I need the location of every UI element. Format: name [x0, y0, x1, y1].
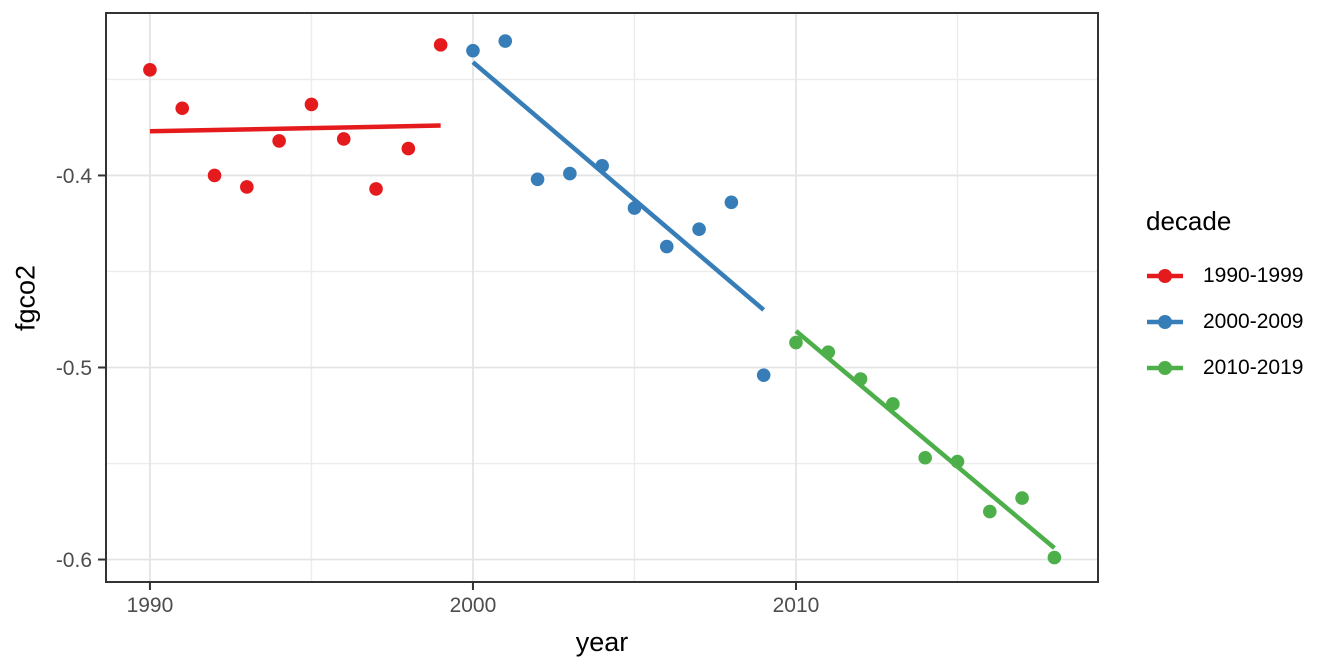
legend-item-1990s: 1990-1999 — [1146, 253, 1303, 299]
data-point-1990-1999-1996 — [336, 132, 351, 146]
legend-label-2010s: 2010-2019 — [1203, 356, 1304, 379]
legend-item-2010s: 2010-2019 — [1146, 345, 1303, 391]
data-point-2000-2009-2008 — [724, 195, 739, 210]
data-point-2010-2019-2017 — [1015, 491, 1029, 505]
x-tick-label: 2000 — [450, 594, 497, 617]
data-point-2010-2019-2015 — [950, 454, 965, 469]
data-point-2000-2009-2007 — [692, 222, 706, 237]
data-point-1990-1999-1991 — [175, 101, 190, 116]
y-axis-title: fgco2 — [10, 264, 41, 332]
data-point-2000-2009-2000 — [466, 43, 480, 58]
legend-key-line-dot-icon — [1147, 269, 1183, 283]
trend-line-2010-2019 — [794, 329, 1056, 550]
data-point-2010-2019-2011 — [821, 345, 836, 359]
data-point-1990-1999-1992 — [207, 168, 222, 183]
legend: decade 1990-1999 2000-2009 2010-2019 — [1146, 206, 1303, 391]
legend-label-1990s: 1990-1999 — [1203, 264, 1304, 287]
data-point-2000-2009-2002 — [530, 172, 545, 187]
data-point-2010-2019-2014 — [918, 450, 932, 465]
legend-item-2000s: 2000-2009 — [1146, 299, 1303, 345]
legend-label-2000s: 2000-2009 — [1203, 310, 1304, 333]
data-point-2010-2019-2010 — [789, 335, 803, 350]
data-point-2000-2009-2009 — [756, 368, 771, 382]
data-point-1990-1999-1997 — [369, 182, 383, 196]
y-tick-label: -0.5 — [56, 357, 92, 380]
data-point-2010-2019-2012 — [853, 372, 868, 386]
data-point-1990-1999-1995 — [304, 97, 319, 112]
x-tick-label: 2010 — [773, 594, 820, 617]
data-point-2000-2009-2004 — [595, 159, 609, 173]
data-point-2000-2009-2001 — [498, 34, 513, 48]
data-point-1990-1999-1990 — [143, 63, 157, 77]
data-point-2000-2009-2005 — [627, 201, 642, 215]
data-point-2010-2019-2018 — [1047, 550, 1062, 565]
panel-border — [105, 12, 1099, 583]
legend-key-line-dot-icon — [1147, 361, 1183, 375]
data-point-2000-2009-2003 — [563, 166, 577, 181]
data-point-2000-2009-2006 — [659, 239, 674, 254]
y-tick-label: -0.4 — [56, 165, 93, 188]
x-axis-title: year — [575, 627, 629, 657]
data-point-1990-1999-1998 — [401, 141, 416, 156]
trend-line-1990-1999 — [149, 123, 441, 134]
x-tick-label: 1990 — [127, 594, 174, 617]
y-tick-label: -0.6 — [56, 549, 92, 572]
data-point-1990-1999-1993 — [240, 180, 254, 194]
data-point-2010-2019-2013 — [886, 397, 900, 411]
panel-background — [106, 13, 1098, 582]
legend-title: decade — [1146, 206, 1232, 236]
trend-line-2000-2009 — [471, 60, 766, 312]
data-point-2010-2019-2016 — [982, 504, 997, 519]
data-point-1990-1999-1999 — [433, 38, 448, 52]
legend-key-line-dot-icon — [1147, 315, 1183, 329]
data-point-1990-1999-1994 — [272, 134, 286, 148]
